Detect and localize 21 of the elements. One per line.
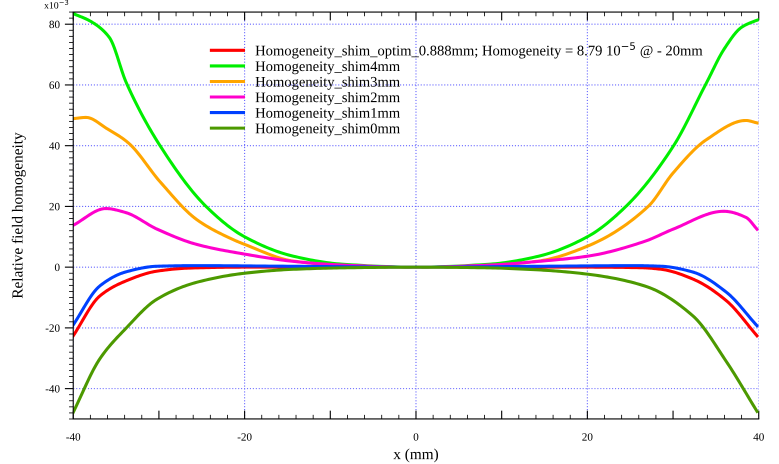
x-tick-label: 40 — [753, 433, 764, 441]
x-tick-label: 0 — [414, 433, 418, 441]
legend-label: Homogeneity_shim3mm — [256, 76, 400, 90]
legend-label: Homogeneity_shim4mm — [256, 60, 400, 74]
y-tick-label: 40 — [49, 142, 60, 150]
x-axis-title: x (mm) — [393, 448, 438, 462]
y-tick-label: 0 — [54, 264, 60, 272]
legend-label: Homogeneity_shim_optim_0.888mm; Homogeneity = 8.79 10$^{−5}$ @ - 20mm — [256, 42, 702, 58]
text: x10$^{−3}$ — [44, 0, 68, 9]
x-tick-label: 20 — [582, 433, 592, 441]
legend-label: Homogeneity_shim1mm — [256, 108, 400, 121]
y-tick-label: -40 — [46, 385, 60, 393]
legend-label: Homogeneity_shim2mm — [256, 92, 400, 106]
y-tick-label: -20 — [46, 324, 60, 332]
y-tick-label: 60 — [49, 81, 60, 89]
legend-label: Homogeneity_shim0mm — [256, 123, 400, 136]
y-tick-label: 80 — [49, 20, 60, 28]
x-tick-label: -40 — [66, 433, 80, 441]
y-tick-label: 20 — [49, 202, 60, 210]
y-axis-title: Relative field homogeneity — [12, 132, 26, 298]
x-tick-label: -20 — [238, 433, 252, 441]
